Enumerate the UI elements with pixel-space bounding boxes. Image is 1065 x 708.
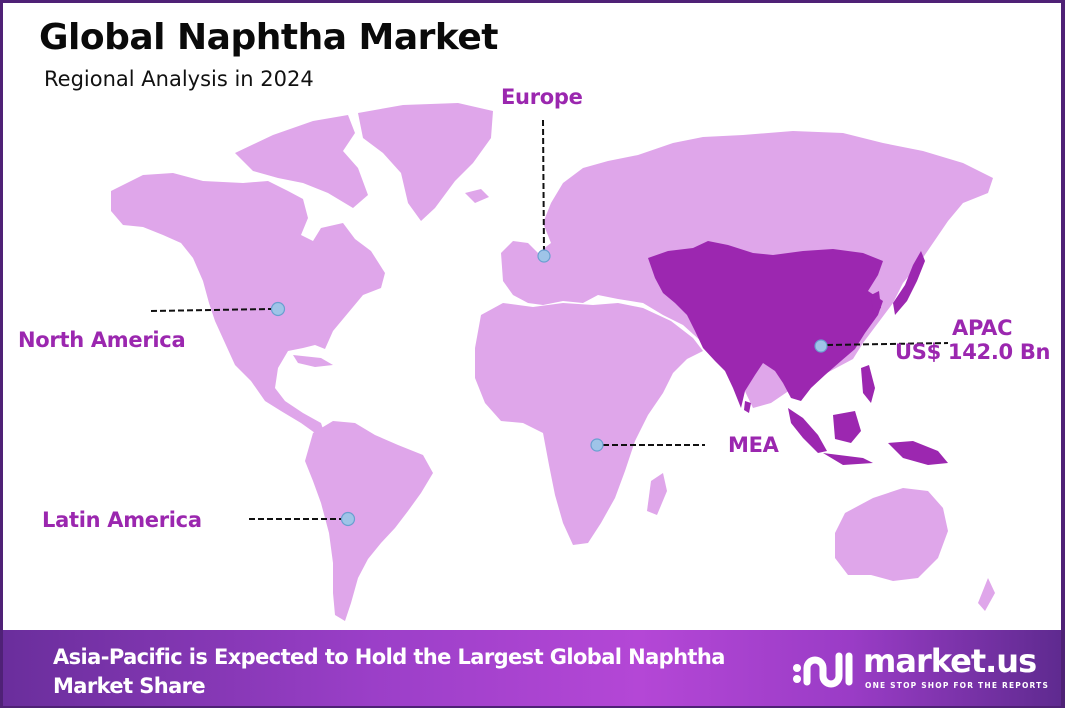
label-mea: MEA [728,433,779,457]
africa-shape [475,303,703,545]
australia-shape [835,488,948,581]
north-america-shape [111,173,385,435]
new-zealand-shape [978,578,995,611]
sumatra-shape [788,408,827,453]
asia-highlight-shape [648,241,883,408]
region-markers [270,249,828,527]
iceland-shape [465,189,489,203]
borneo-shape [833,411,861,443]
mea-marker [590,438,604,452]
market-us-logo-icon [793,652,853,688]
brand-name: market.us [863,642,1037,680]
java-shape [823,453,873,465]
footer-banner: Asia-Pacific is Expected to Hold the Lar… [3,630,1061,706]
apac-leader-line [826,342,949,346]
philippines-shape [861,365,875,403]
apac-market-value: US$ 142.0 Bn [895,340,1051,364]
leader-lines [150,119,949,520]
brand-logo-block: market.us ONE STOP SHOP FOR THE REPORTS [791,642,1051,698]
page-title: Global Naphtha Market [39,17,499,58]
page-subtitle: Regional Analysis in 2024 [44,67,314,91]
greenland-shape [358,103,493,221]
latin-america-marker [340,511,356,527]
map-apac-highlight [648,241,948,465]
sri-lanka-shape [744,401,751,413]
europe-leader-line [542,119,545,254]
caribbean-shape [293,355,333,367]
apac-callout: APAC US$ 142.0 Bn [895,316,1051,364]
north-america-leader-line [150,308,272,312]
europe-marker [537,249,551,263]
label-latin-america: Latin America [42,508,202,532]
south-america-shape [305,421,433,621]
new-guinea-shape [888,441,948,465]
madagascar-shape [647,473,667,515]
brand-tagline: ONE STOP SHOP FOR THE REPORTS [865,681,1050,690]
arctic-islands-shape [235,115,368,208]
label-north-america: North America [18,328,186,352]
korea-shape [871,291,881,313]
north-america-marker [270,301,286,317]
label-europe: Europe [501,85,583,109]
apac-marker [814,339,828,353]
japan-shape [893,251,925,315]
world-map [111,103,995,621]
label-apac: APAC [952,316,1013,340]
footer-headline: Asia-Pacific is Expected to Hold the Lar… [53,645,725,698]
map-base-landmasses [111,103,995,621]
